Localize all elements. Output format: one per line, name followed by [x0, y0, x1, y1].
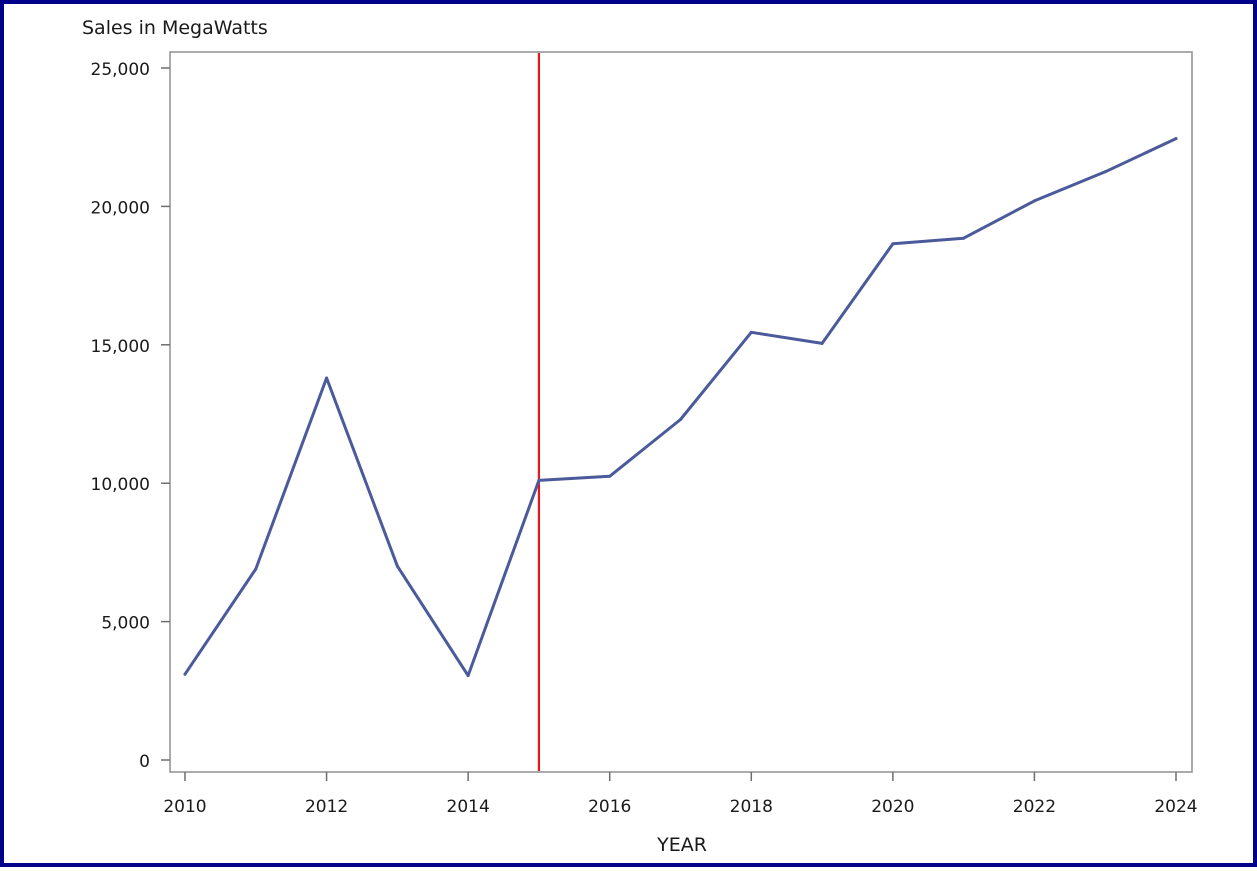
y-tick-label: 10,000: [91, 475, 150, 495]
data-point: [891, 242, 895, 246]
x-tick-label: 2012: [305, 797, 348, 817]
data-point: [679, 418, 682, 422]
x-tick-label: 2016: [588, 797, 631, 817]
x-tick-label: 2018: [730, 797, 773, 817]
line-chart: Sales in MegaWatts 0 5,000 10,000 15,000 20,…: [82, 17, 1198, 856]
x-tick-label: 2020: [871, 797, 914, 817]
y-axis-label: Sales in MegaWatts: [82, 17, 268, 39]
series-group: [183, 137, 1178, 678]
data-point: [820, 341, 824, 345]
series-line: [183, 137, 1178, 678]
data-point: [1103, 170, 1107, 174]
y-tick-label: 15,000: [91, 337, 150, 357]
plot-area: [169, 51, 1193, 773]
x-axis-label: YEAR: [656, 834, 707, 856]
data-point: [537, 478, 541, 482]
data-point: [254, 567, 258, 571]
data-point: [1032, 199, 1036, 203]
y-tick-label: 25,000: [91, 60, 150, 80]
data-point: [466, 674, 470, 678]
data-point: [1174, 137, 1178, 141]
data-point: [183, 672, 187, 676]
data-point: [325, 376, 329, 380]
x-axis: 2010 2012 2014 2016 2018 2020 2022 2024: [163, 772, 1198, 817]
data-point: [749, 330, 753, 334]
x-tick-label: 2014: [447, 797, 490, 817]
data-point: [395, 564, 399, 568]
y-tick-label: 5,000: [101, 614, 150, 634]
x-tick-label: 2024: [1154, 797, 1197, 817]
y-tick-label: 0: [139, 752, 150, 772]
data-point: [608, 474, 612, 478]
x-tick-label: 2010: [163, 797, 206, 817]
x-tick-label: 2022: [1013, 797, 1056, 817]
data-point: [962, 236, 966, 240]
y-tick-label: 20,000: [91, 198, 150, 218]
y-axis: 0 5,000 10,000 15,000 20,000 25,000: [91, 60, 170, 772]
